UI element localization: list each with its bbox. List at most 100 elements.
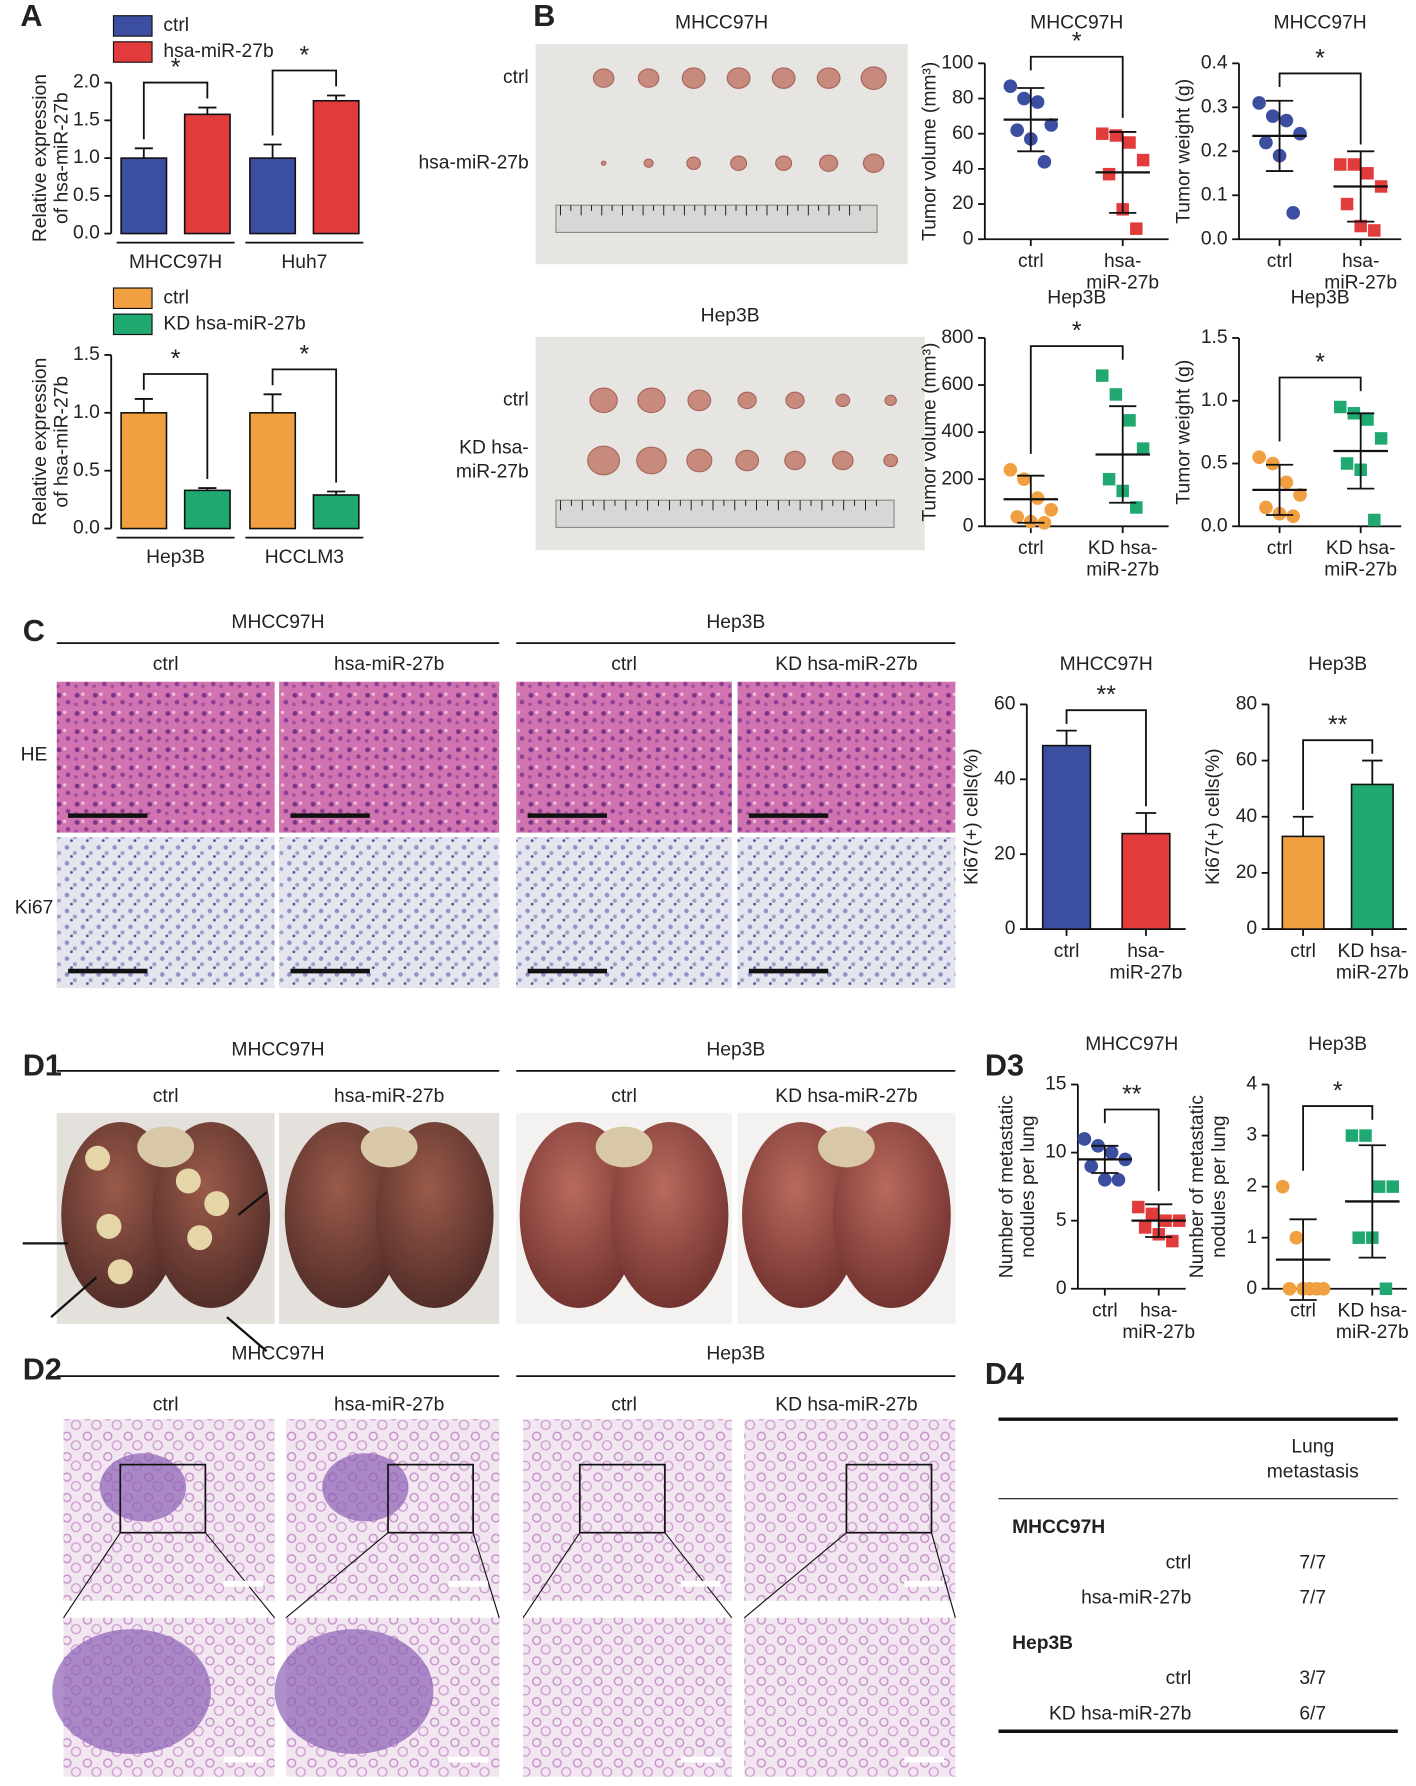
bar [312, 99, 360, 235]
point [1145, 1207, 1159, 1221]
chart-title: Hep3B [1047, 287, 1106, 308]
y-tick-label: 0 [963, 228, 974, 249]
point [1345, 1129, 1359, 1142]
x-tick-label: miR-27b [1324, 273, 1397, 294]
y-tick-label: 1.0 [1201, 390, 1228, 411]
x-tick-label: ctrl [1054, 941, 1080, 962]
tumor [816, 67, 841, 89]
y-tick-label: 100 [941, 52, 973, 73]
lung-lobe [519, 1121, 638, 1309]
y-tick-label: 0 [1246, 918, 1257, 939]
row-label: miR-27b [456, 461, 529, 482]
chart-title: MHCC97H [1274, 13, 1367, 34]
x-tick-label: HCCLM3 [265, 547, 344, 568]
point [1259, 500, 1273, 515]
point [1293, 126, 1307, 141]
bar [249, 412, 297, 530]
column-label: hsa-miR-27b [334, 1086, 444, 1107]
column-label: hsa-miR-27b [334, 654, 444, 675]
row-label: KD hsa- [459, 438, 529, 459]
y-tick-label: 80 [952, 88, 973, 109]
nodule [204, 1191, 230, 1217]
x-tick-label: ctrl [1018, 251, 1044, 272]
point [1017, 472, 1031, 487]
point [1252, 96, 1266, 110]
zoom-line [285, 1532, 389, 1619]
error-bar [1362, 759, 1383, 785]
column-label: ctrl [611, 654, 637, 675]
tumor [726, 67, 751, 89]
y-tick-label: 0.0 [1201, 515, 1228, 536]
ruler [555, 204, 878, 233]
significance-label: * [300, 41, 310, 69]
tumor [637, 68, 660, 88]
tumor [730, 155, 748, 171]
significance-label: * [171, 54, 181, 82]
y-axis-label: Relative expression [30, 74, 51, 242]
error-bar [134, 147, 153, 159]
column-label: KD hsa-miR-27b [775, 1086, 917, 1107]
y-axis-label: Tumor weight (g) [1174, 79, 1195, 224]
point [1265, 456, 1280, 471]
point [1132, 1200, 1145, 1214]
significance-label: ** [1328, 711, 1348, 739]
y-tick-label: 5 [1056, 1210, 1067, 1231]
tumor [860, 66, 887, 90]
x-tick-label: Huh7 [281, 252, 327, 273]
column-label: KD hsa-miR-27b [775, 654, 917, 675]
x-tick-label: KD hsa- [1088, 538, 1158, 559]
y-tick-label: 2 [1246, 1176, 1257, 1197]
panel-label: D4 [985, 1357, 1024, 1391]
y-tick-label: 60 [1236, 750, 1257, 771]
he-image [279, 681, 500, 833]
point [1003, 462, 1018, 477]
y-tick-label: 600 [941, 374, 973, 395]
tumor [884, 394, 897, 407]
point [1275, 1179, 1290, 1194]
chart-title: MHCC97H [1085, 1034, 1178, 1055]
x-tick-label: ctrl [1018, 538, 1044, 559]
legend-label: ctrl [163, 15, 189, 36]
row-label: hsa-miR-27b [418, 152, 528, 173]
y-axis-label: Tumor weight (g) [1174, 360, 1195, 505]
y-tick-label: 0.4 [1201, 52, 1228, 73]
tumor [832, 450, 854, 471]
y-tick-label: 200 [941, 468, 973, 489]
y-axis-label: of hsa-miR-27b [51, 376, 72, 508]
bar [183, 489, 231, 530]
point [1102, 167, 1116, 181]
point [1109, 388, 1123, 401]
table-section: MHCC97H [1012, 1517, 1105, 1538]
significance-bracket [1278, 72, 1362, 145]
lung-lobe [742, 1121, 861, 1309]
arrow [50, 1276, 98, 1318]
point [1379, 1282, 1393, 1295]
y-tick-label: 1 [1246, 1227, 1257, 1248]
point [1289, 1230, 1304, 1245]
point [1044, 503, 1059, 517]
photo-title: Hep3B [701, 305, 760, 326]
ki67-image [737, 837, 956, 989]
trachea [818, 1126, 875, 1168]
tumor [687, 389, 712, 412]
x-tick-label: ctrl [1267, 251, 1293, 272]
y-tick-label: 1.5 [73, 344, 100, 365]
lung-section [523, 1419, 732, 1601]
arrow [237, 1191, 268, 1216]
y-tick-label: 20 [1236, 862, 1257, 883]
error-bar [327, 490, 346, 495]
y-tick-label: 0 [1056, 1278, 1067, 1299]
nodule [85, 1145, 111, 1171]
group-title: Hep3B [706, 612, 765, 633]
tumor [735, 449, 760, 472]
tumor [587, 445, 621, 476]
table-cell: 6/7 [1299, 1703, 1326, 1724]
column-label: KD hsa-miR-27b [775, 1395, 917, 1416]
chart-title: Hep3B [1291, 287, 1350, 308]
point [1166, 1234, 1179, 1248]
tumor [819, 154, 839, 172]
x-tick-label: KD hsa- [1326, 538, 1396, 559]
nodule [96, 1213, 122, 1239]
chart-title: MHCC97H [1060, 654, 1153, 675]
y-axis-label: nodules per lung [1018, 1115, 1039, 1257]
